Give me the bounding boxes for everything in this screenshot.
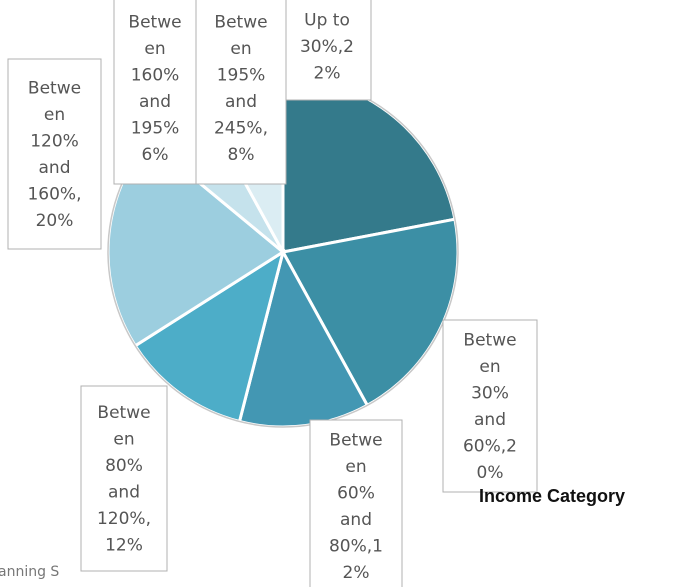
callout-line: 8%: [228, 145, 255, 165]
callout-line: Betwe: [128, 13, 181, 33]
callout-line: 6%: [142, 145, 169, 165]
callout-line: 160%,: [27, 185, 81, 205]
callout-line: 120%,: [97, 509, 151, 529]
callout-line: 0%: [477, 463, 504, 483]
callout-line: 245%,: [214, 119, 268, 139]
footer-text: anning S: [0, 564, 59, 580]
callout-box: [80, 385, 168, 572]
callout-box: [309, 419, 403, 587]
callout-line: and: [108, 483, 140, 503]
callout-line: Betwe: [28, 79, 81, 99]
slice-callouts: Up to 30%,2 2% Betwe en 30% and 60%,2 0% Betwe en 6…: [7, 0, 538, 587]
callout-0: Up to 30%,2 2%: [282, 0, 372, 101]
callout-line: 60%: [337, 484, 375, 504]
callout-line: 30%,2: [300, 37, 354, 57]
callout-2: Betwe en 60% and 80%,1 2%: [309, 419, 403, 587]
callout-line: Up to: [304, 10, 350, 30]
callout-line: and: [340, 510, 372, 530]
callout-6: Betwe en 195% and 245%, 8%: [195, 0, 287, 185]
callout-line: 2%: [314, 63, 341, 83]
callout-line: 30%: [471, 384, 509, 404]
callout-line: Betwe: [214, 13, 267, 33]
callout-4: Betwe en 120% and 160%, 20%: [7, 58, 102, 250]
callout-line: 195%: [131, 119, 180, 139]
callout-line: 80%: [105, 456, 143, 476]
callout-line: en: [345, 457, 366, 477]
legend-title: Income Category: [479, 486, 625, 506]
callout-line: 2%: [343, 563, 370, 583]
callout-line: 12%: [105, 536, 143, 556]
callout-line: Betwe: [329, 431, 382, 451]
callout-line: Betwe: [97, 403, 150, 423]
callout-line: and: [39, 158, 71, 178]
callout-line: 60%,2: [463, 437, 517, 457]
callout-line: Betwe: [463, 331, 516, 351]
callout-box: [282, 0, 372, 101]
callout-line: and: [139, 92, 171, 112]
callout-line: and: [225, 92, 257, 112]
callout-line: en: [144, 39, 165, 59]
callout-line: en: [113, 430, 134, 450]
callout-box: [442, 319, 538, 493]
callout-line: en: [230, 39, 251, 59]
callout-line: and: [474, 410, 506, 430]
callout-5: Betwe en 160% and 195% 6%: [113, 0, 197, 185]
callout-line: en: [479, 357, 500, 377]
callout-1: Betwe en 30% and 60%,2 0%: [442, 319, 538, 493]
callout-line: 20%: [36, 211, 74, 231]
callout-line: 160%: [131, 66, 180, 86]
callout-box: [195, 0, 287, 185]
callout-line: 195%: [217, 66, 266, 86]
callout-box: [7, 58, 102, 250]
callout-line: 80%,1: [329, 537, 383, 557]
callout-line: en: [44, 105, 65, 125]
callout-3: Betwe en 80% and 120%, 12%: [80, 385, 168, 572]
callout-line: 120%: [30, 132, 79, 152]
callout-box: [113, 0, 197, 185]
